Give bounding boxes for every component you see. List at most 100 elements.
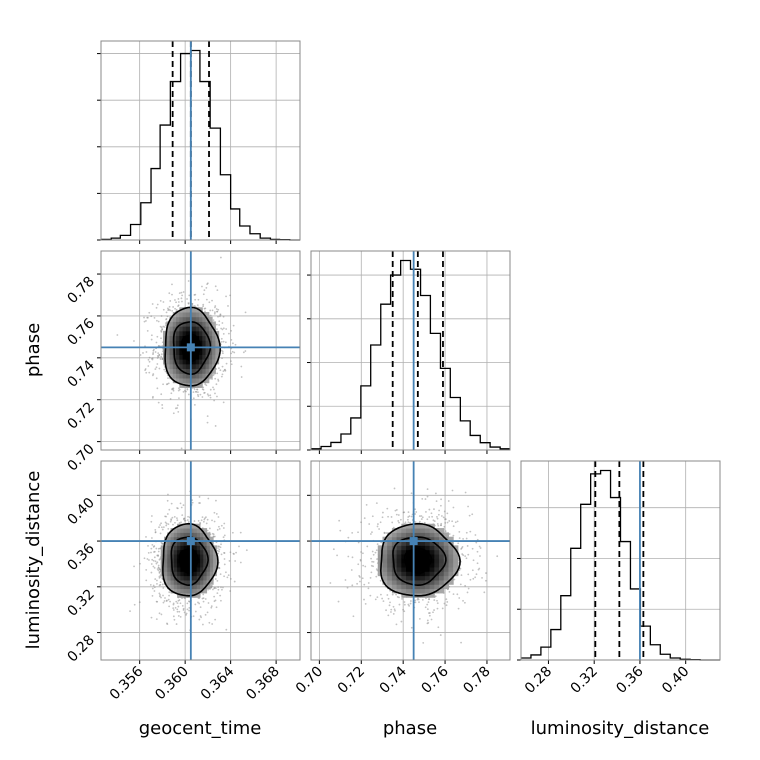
density-cell	[203, 528, 208, 533]
density-cell	[167, 536, 172, 542]
density-cell	[192, 359, 197, 365]
density-cell	[180, 562, 185, 568]
scatter-point	[147, 551, 150, 554]
scatter-point	[226, 576, 229, 579]
scatter-point	[151, 558, 154, 561]
density-cell	[195, 349, 200, 355]
scatter-point	[420, 515, 423, 517]
scatter-point	[375, 502, 378, 505]
scatter-point	[180, 297, 183, 300]
scatter-point	[205, 522, 208, 525]
density-cell	[176, 335, 180, 341]
scatter-point	[210, 606, 213, 609]
density-cell	[195, 326, 200, 332]
density-cell	[391, 554, 398, 559]
scatter-point	[378, 528, 380, 530]
scatter-point	[408, 515, 411, 518]
density-cell	[182, 330, 187, 337]
scatter-point	[152, 584, 155, 587]
scatter-point	[204, 383, 207, 386]
scatter-point	[166, 499, 169, 502]
scatter-point	[427, 601, 430, 604]
scatter-point	[211, 623, 214, 625]
scatter-point	[219, 546, 222, 549]
scatter-point	[512, 507, 514, 509]
scatter-point	[157, 564, 160, 567]
density-cell	[424, 541, 431, 546]
scatter-point	[426, 603, 429, 606]
scatter-point	[223, 558, 226, 560]
scatter-point	[222, 586, 224, 589]
scatter-point	[424, 606, 427, 609]
density-cell	[205, 312, 210, 318]
density-cell	[200, 545, 204, 551]
scatter-point	[174, 606, 177, 609]
scatter-point	[218, 550, 220, 553]
density-cell	[420, 536, 426, 542]
density-cell	[190, 579, 194, 585]
density-cell	[182, 316, 187, 322]
scatter-point	[183, 518, 185, 521]
density-cell	[396, 584, 402, 590]
scatter-point	[365, 503, 368, 506]
scatter-point	[398, 596, 400, 599]
scatter-point	[233, 580, 236, 583]
scatter-point	[159, 358, 162, 360]
scatter-point	[143, 316, 145, 319]
density-cell	[190, 532, 194, 538]
scatter-point	[371, 515, 374, 518]
scatter-point	[387, 614, 390, 617]
scatter-point	[344, 579, 347, 581]
scatter-point	[194, 305, 197, 308]
scatter-point	[221, 588, 223, 591]
scatter-point	[213, 520, 216, 523]
scatter-point	[358, 576, 361, 578]
scatter-point	[356, 582, 359, 585]
scatter-point	[389, 601, 391, 604]
density-cell	[177, 541, 181, 546]
scatter-point	[232, 552, 235, 555]
scatter-point	[162, 526, 165, 529]
density-cell	[208, 363, 213, 370]
scatter-point	[193, 388, 196, 391]
density-cell	[434, 536, 440, 542]
density-cell	[199, 330, 203, 337]
density-cell	[180, 588, 185, 594]
density-cell	[209, 566, 214, 572]
scatter-point	[161, 542, 163, 545]
scatter-point	[162, 594, 164, 597]
scatter-point	[219, 594, 222, 597]
scatter-point	[395, 513, 398, 516]
density-cell	[406, 571, 412, 577]
scatter-point	[133, 565, 135, 568]
scatter-point	[395, 509, 398, 511]
density-cell	[206, 532, 211, 538]
density-cell	[173, 528, 178, 533]
density-cell	[185, 307, 190, 313]
scatter-point	[159, 581, 162, 584]
density-cell	[185, 326, 190, 332]
scatter-point	[404, 521, 407, 524]
density-cell	[382, 541, 388, 546]
scatter-point	[214, 377, 217, 380]
scatter-point	[437, 626, 440, 629]
scatter-point	[166, 307, 169, 310]
density-cell	[448, 549, 454, 555]
scatter-point	[206, 611, 209, 614]
density-cell	[167, 549, 172, 555]
scatter-point	[213, 595, 216, 598]
scatter-point	[222, 401, 225, 404]
tick-label-x-phase: 0.76	[419, 663, 452, 696]
scatter-point	[209, 309, 212, 312]
scatter-point	[363, 583, 366, 586]
density-cell	[185, 312, 190, 318]
density-cell	[196, 566, 201, 572]
scatter-point	[437, 524, 440, 527]
scatter-point	[143, 320, 146, 323]
density-cell	[420, 541, 426, 546]
density-cell	[387, 575, 393, 581]
scatter-point	[464, 555, 467, 558]
scatter-point	[145, 568, 148, 571]
scatter-point	[458, 537, 461, 540]
scatter-point	[386, 594, 389, 596]
